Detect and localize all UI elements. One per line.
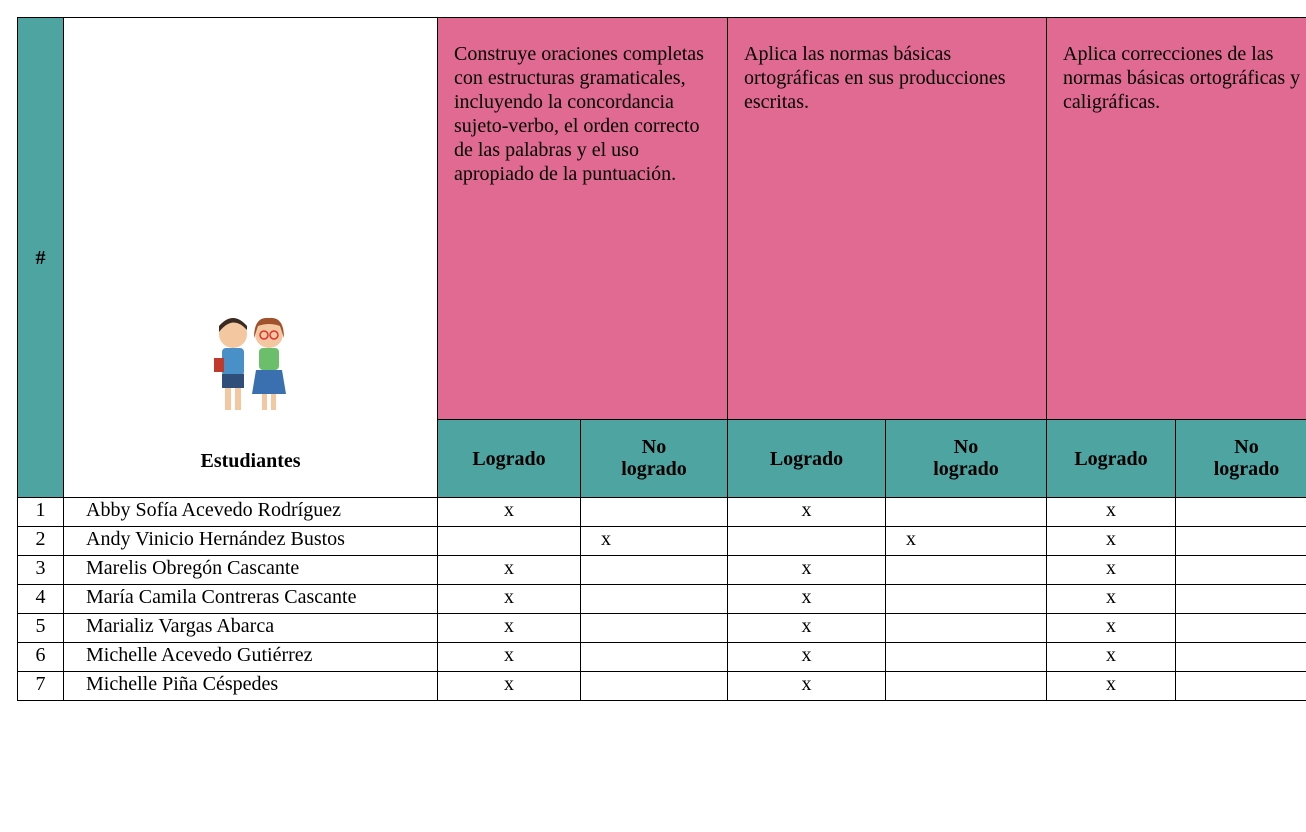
student-row: 7 Michelle Piña Céspedes x x x <box>17 671 1306 701</box>
evaluation-table: # Estudiantes Construye oraciones comple… <box>17 17 1306 701</box>
row-number: 6 <box>17 642 64 672</box>
student-row: 3 Marelis Obregón Cascante x x x <box>17 555 1306 585</box>
mark-cell <box>580 497 728 527</box>
status-label: No logrado <box>621 436 687 480</box>
mark-cell: x <box>727 584 886 614</box>
row-number: 1 <box>17 497 64 527</box>
subheader-row: Logrado No logrado Logrado No logrado Lograd… <box>18 419 1306 498</box>
mark-cell <box>580 584 728 614</box>
mark-cell: x <box>727 642 886 672</box>
student-name: Abby Sofía Acevedo Rodríguez <box>63 497 438 527</box>
mark-cell: x <box>1046 642 1176 672</box>
mark-cell: x <box>727 671 886 701</box>
criterion: Construye oraciones completas con estruc… <box>437 17 728 420</box>
status-label: Logrado <box>769 447 844 470</box>
mark-cell <box>1175 613 1306 643</box>
student-name: Michelle Acevedo Gutiérrez <box>63 642 438 672</box>
status-label: No logrado <box>1213 436 1280 480</box>
mark-cell: x <box>727 497 886 527</box>
mark-cell <box>885 497 1047 527</box>
row-number: 7 <box>17 671 64 701</box>
student-name: Marelis Obregón Cascante <box>63 555 438 585</box>
mark-cell: x <box>437 584 581 614</box>
mark-cell <box>580 555 728 585</box>
mark-cell <box>1175 584 1306 614</box>
student-row: 4 María Camila Contreras Cascante x x x <box>17 584 1306 614</box>
mark-cell: x <box>1046 555 1176 585</box>
row-number: 2 <box>17 526 64 556</box>
status-header: No logrado <box>580 419 728 498</box>
mark-cell: x <box>1046 671 1176 701</box>
mark-cell: x <box>885 526 1047 556</box>
mark-cell: x <box>437 555 581 585</box>
students-header: Estudiantes <box>63 17 438 498</box>
mark-cell <box>727 526 886 556</box>
status-label: Logrado <box>1074 447 1148 470</box>
mark-cell: x <box>1046 497 1176 527</box>
mark-cell <box>437 526 581 556</box>
mark-cell <box>1175 497 1306 527</box>
mark-cell: x <box>727 555 886 585</box>
mark-cell <box>580 642 728 672</box>
criterion: Aplica las normas básicas ortográficas e… <box>727 17 1047 420</box>
student-name: Marializ Vargas Abarca <box>63 613 438 643</box>
mark-cell: x <box>1046 584 1176 614</box>
student-name: Michelle Piña Céspedes <box>63 671 438 701</box>
row-number: 5 <box>17 613 64 643</box>
mark-cell <box>885 671 1047 701</box>
status-header: Logrado <box>1046 419 1176 498</box>
table-body: # Estudiantes Construye oraciones comple… <box>17 17 1306 701</box>
table-wrap: # Estudiantes Construye oraciones comple… <box>17 17 1306 701</box>
student-name: María Camila Contreras Cascante <box>63 584 438 614</box>
student-row: 5 Marializ Vargas Abarca x x x <box>17 613 1306 643</box>
mark-cell <box>580 613 728 643</box>
mark-cell <box>1175 526 1306 556</box>
mark-cell <box>885 555 1047 585</box>
mark-cell: x <box>437 671 581 701</box>
kids-icon <box>213 317 286 410</box>
status-header: Logrado <box>727 419 886 498</box>
status-header: Logrado <box>437 419 581 498</box>
mark-cell: x <box>437 642 581 672</box>
mark-cell <box>580 671 728 701</box>
status-header: No logrado <box>1175 419 1306 498</box>
mark-cell <box>885 613 1047 643</box>
mark-cell: x <box>727 613 886 643</box>
mark-cell: x <box>1046 613 1176 643</box>
mark-cell <box>1175 555 1306 585</box>
student-row: 6 Michelle Acevedo Gutiérrez x x x <box>17 642 1306 672</box>
mark-cell <box>1175 671 1306 701</box>
number-header: # <box>17 17 64 498</box>
row-number: 3 <box>17 555 64 585</box>
students-label: Estudiantes <box>200 450 301 472</box>
mark-cell <box>885 584 1047 614</box>
mark-cell <box>1175 642 1306 672</box>
student-name: Andy Vinicio Hernández Bustos <box>63 526 438 556</box>
criterion: Aplica correcciones de las normas básica… <box>1046 17 1306 420</box>
mark-cell: x <box>1046 526 1176 556</box>
student-row: 1 Abby Sofía Acevedo Rodríguez x x x <box>17 497 1306 527</box>
row-number: 4 <box>17 584 64 614</box>
mark-cell: x <box>437 613 581 643</box>
mark-cell: x <box>437 497 581 527</box>
mark-cell <box>885 642 1047 672</box>
status-label: No logrado <box>933 436 999 480</box>
student-row: 2 Andy Vinicio Hernández Bustos x x x <box>17 526 1306 556</box>
status-label: Logrado <box>472 447 546 470</box>
status-header: No logrado <box>885 419 1047 498</box>
mark-cell: x <box>580 526 728 556</box>
header-row: # Estudiantes Construye oraciones comple… <box>17 17 1306 498</box>
